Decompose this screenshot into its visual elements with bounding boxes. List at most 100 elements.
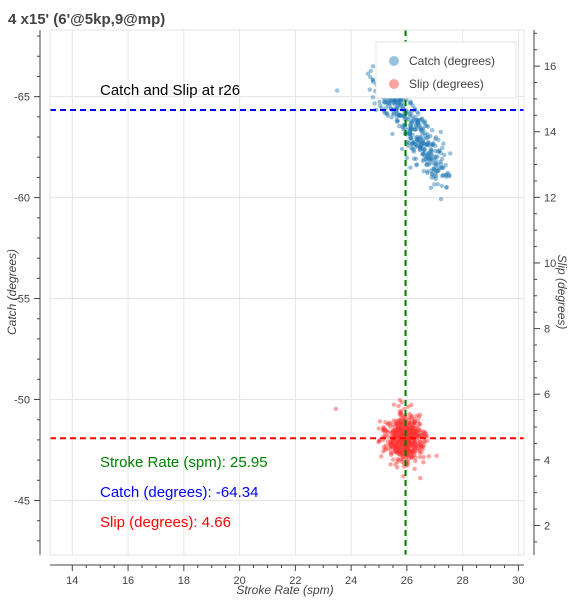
catch-point (408, 135, 414, 141)
catch-point (426, 162, 432, 167)
catch-point (447, 173, 452, 178)
slip-point (397, 445, 402, 450)
catch-point (433, 135, 439, 140)
slip-point (396, 403, 401, 409)
slip-point (405, 447, 411, 453)
legend[interactable]: Catch (degrees) Slip (degrees) (375, 41, 517, 99)
slip-point (404, 444, 410, 450)
slip-point (416, 428, 422, 433)
slip-point (407, 429, 413, 434)
slip-point (411, 428, 416, 433)
slip-point (396, 417, 402, 423)
catch-point (421, 136, 426, 141)
catch-point (447, 174, 452, 179)
slip-point (390, 446, 396, 451)
catch-point (419, 129, 424, 134)
catch-point (417, 147, 423, 153)
slip-point (395, 432, 400, 438)
slip-point (398, 425, 403, 430)
slip-point (388, 449, 394, 455)
catch-point (370, 64, 376, 69)
slip-point (392, 448, 398, 453)
catch-point (410, 146, 415, 152)
slip-point (381, 426, 386, 431)
legend-label-catch[interactable]: Catch (degrees) (409, 54, 495, 68)
slip-point (410, 427, 416, 432)
catch-point (436, 148, 442, 153)
slip-point (394, 428, 399, 433)
slip-point (412, 445, 418, 450)
catch-point (436, 137, 441, 143)
catch-point (431, 157, 436, 162)
x-tick-label: 20 (233, 575, 245, 587)
slip-point (392, 444, 398, 450)
catch-point (424, 136, 429, 141)
slip-point (386, 446, 392, 451)
catch-point (437, 148, 442, 154)
catch-point (429, 175, 434, 180)
catch-point (387, 100, 392, 105)
catch-point (426, 139, 431, 145)
catch-point (370, 77, 375, 83)
slip-point (410, 429, 416, 434)
catch-point (413, 127, 419, 132)
slip-point (397, 412, 403, 417)
slip-point (392, 430, 397, 436)
slip-point (409, 431, 415, 437)
catch-point (394, 105, 400, 111)
catch-point (417, 145, 423, 151)
catch-point (414, 143, 420, 149)
slip-point (411, 431, 417, 436)
catch-point (406, 126, 412, 132)
catch-point (427, 149, 432, 155)
slip-point (398, 425, 404, 431)
slip-point (391, 443, 397, 448)
slip-point (407, 420, 413, 426)
catch-point (425, 170, 430, 176)
slip-point (410, 448, 415, 454)
slip-point (392, 443, 397, 448)
slip-point (395, 423, 400, 429)
catch-point (414, 118, 419, 123)
slip-point (405, 431, 411, 437)
catch-point (414, 137, 420, 142)
catch-point (428, 160, 433, 165)
slip-point (405, 441, 410, 447)
catch-point (422, 147, 427, 152)
catch-point (407, 133, 412, 139)
slip-point (404, 446, 409, 451)
slip-point (396, 433, 401, 438)
slip-point (383, 447, 388, 452)
slip-point (416, 446, 421, 452)
catch-point (430, 142, 435, 148)
legend-label-slip[interactable]: Slip (degrees) (409, 77, 484, 91)
slip-point (395, 465, 400, 470)
slip-point (417, 412, 423, 417)
catch-point (399, 146, 405, 152)
slip-point (412, 450, 417, 455)
slip-point (406, 456, 412, 461)
catch-point (420, 158, 426, 164)
slip-point (405, 452, 410, 457)
slip-point (409, 432, 415, 437)
slip-point (411, 419, 417, 425)
catch-point (444, 184, 449, 190)
slip-point (389, 439, 394, 444)
catch-point (389, 115, 394, 120)
catch-point (415, 134, 420, 140)
slip-point (406, 417, 412, 422)
slip-point (400, 439, 405, 445)
slip-point (418, 429, 423, 435)
slip-point (412, 440, 417, 445)
slip-point (409, 428, 414, 433)
slip-point (400, 445, 406, 451)
slip-point (409, 424, 415, 429)
slip-point (383, 432, 388, 437)
slip-point (421, 439, 427, 444)
catch-point (391, 100, 397, 106)
slip-point (400, 439, 405, 444)
slip-point (416, 443, 422, 448)
slip-point (392, 448, 398, 454)
catch-point (370, 95, 376, 100)
catch-point (429, 171, 435, 176)
